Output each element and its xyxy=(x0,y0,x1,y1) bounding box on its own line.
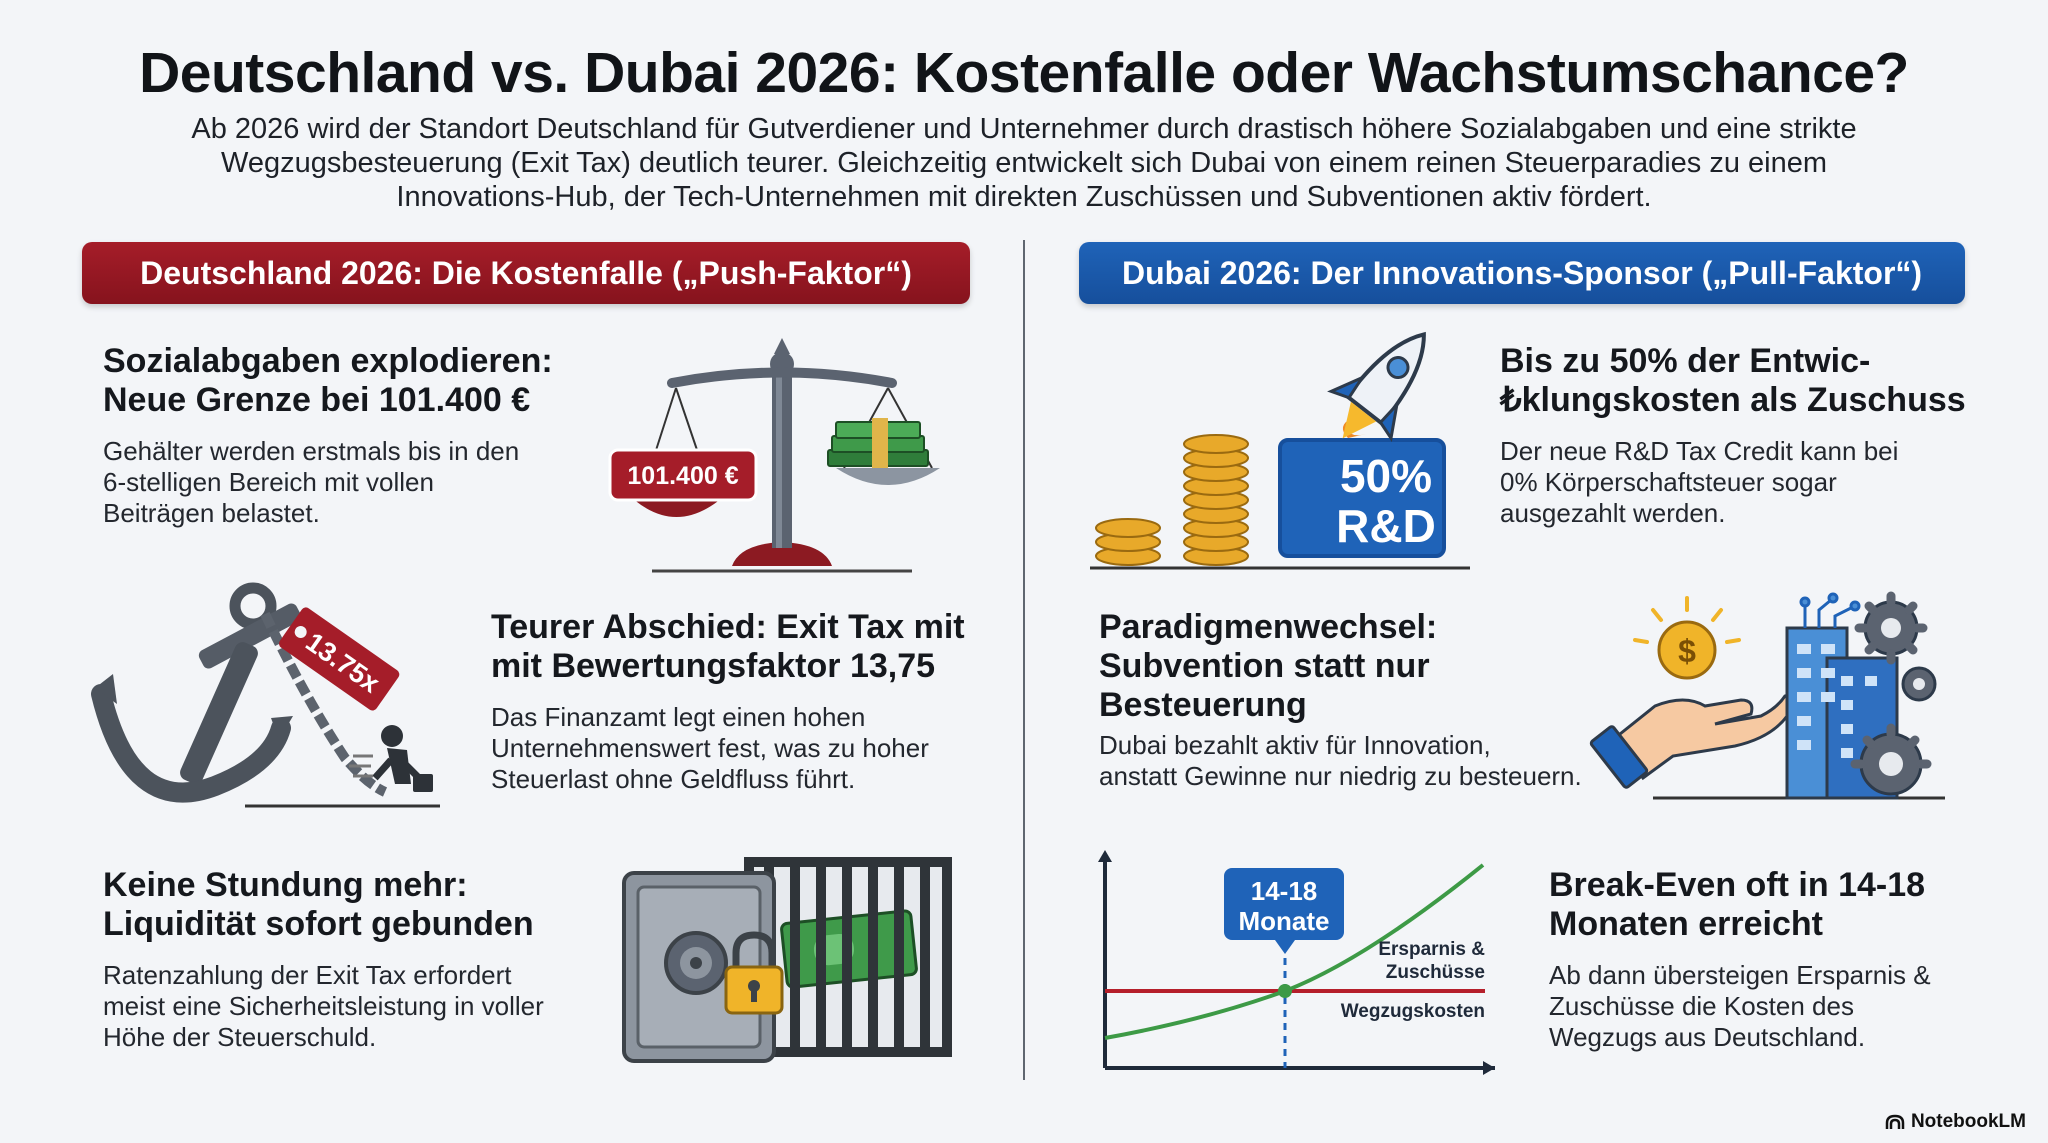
dubai-item-2-heading: Paradigmenwechsel: Subvention statt nur … xyxy=(1099,608,1437,725)
text-line: ausgezahlt werden. xyxy=(1500,498,1726,528)
scale-price-label: 101.400 € xyxy=(627,462,738,490)
germany-item-2-text: Das Finanzamt legt einen hohen Unternehm… xyxy=(491,702,929,795)
text-line: anstatt Gewinne nur niedrig zu besteuern… xyxy=(1099,761,1582,791)
brand-mark: NotebookLM xyxy=(1885,1111,2026,1133)
germany-item-3-heading: Keine Stundung mehr: Liquidität sofort g… xyxy=(103,866,534,944)
dubai-banner: Dubai 2026: Der Innovations-Sponsor („Pu… xyxy=(1079,242,1965,304)
text-line: Dubai bezahlt aktiv für Innovation, xyxy=(1099,730,1491,760)
savings-line-label: Ersparnis & xyxy=(1378,939,1485,960)
text-line: Ab dann übersteigen Ersparnis & xyxy=(1549,960,1931,990)
intro-line: Innovations-Hub, der Tech-Unternehmen mi… xyxy=(396,181,1652,213)
heading-line: mit Bewertungsfaktor 13,75 xyxy=(491,647,936,685)
column-divider xyxy=(1023,240,1025,1080)
rnd-label: R&D xyxy=(1336,500,1436,552)
rnd-percent-label: 50% xyxy=(1340,450,1432,502)
text-line: Höhe der Steuerschuld. xyxy=(103,1022,377,1052)
heading-line: Teurer Abschied: Exit Tax mit xyxy=(491,608,965,646)
text-line: Gehälter werden erstmals bis in den xyxy=(103,436,520,466)
brand-label: NotebookLM xyxy=(1910,1111,2026,1132)
heading-line: Liquidität sofort gebunden xyxy=(103,905,534,943)
safe-icon xyxy=(622,857,952,1063)
dubai-item-1-heading: Bis zu 50% der Entwic- ₺klungskosten als… xyxy=(1500,342,1966,420)
cost-line-label: Wegzugskosten xyxy=(1341,1001,1485,1022)
notebooklm-icon xyxy=(1885,1114,1905,1129)
intro-line: Wegzugsbesteuerung (Exit Tax) deutlich t… xyxy=(220,147,1828,179)
text-line: Das Finanzamt legt einen hohen xyxy=(491,702,866,732)
scale-icon: 101.400 € xyxy=(608,338,940,573)
dubai-item-1-text: Der neue R&D Tax Credit kann bei 0% Körp… xyxy=(1500,436,1898,529)
heading-line: Sozialabgaben explodieren: xyxy=(103,342,553,380)
intro-paragraph: Ab 2026 wird der Standort Deutschland fü… xyxy=(130,112,1918,214)
heading-line: Paradigmenwechsel: xyxy=(1099,608,1438,646)
savings-line-label: Zuschüsse xyxy=(1386,962,1485,983)
text-line: Unternehmenswert fest, was zu hoher xyxy=(491,733,929,763)
text-line: Steuerlast ohne Geldfluss führt. xyxy=(491,764,856,794)
heading-line: Besteuerung xyxy=(1099,686,1307,724)
text-line: Der neue R&D Tax Credit kann bei xyxy=(1500,436,1899,466)
germany-item-3-text: Ratenzahlung der Exit Tax erfordert meis… xyxy=(103,960,544,1053)
germany-item-1-text: Gehälter werden erstmals bis in den 6-st… xyxy=(103,436,519,529)
germany-banner: Deutschland 2026: Die Kostenfalle („Push… xyxy=(82,242,970,304)
dubai-item-3-text: Ab dann übersteigen Ersparnis & Zuschüss… xyxy=(1549,960,1931,1053)
heading-line: Subvention statt nur xyxy=(1099,647,1430,685)
text-line: 6-stelligen Bereich mit vollen xyxy=(103,467,434,497)
heading-line: Break-Even oft in 14-18 xyxy=(1549,866,1926,904)
germany-item-1-heading: Sozialabgaben explodieren: Neue Grenze b… xyxy=(103,342,553,420)
text-line: Beiträgen belastet. xyxy=(103,498,320,528)
dubai-item-3-heading: Break-Even oft in 14-18 Monaten erreicht xyxy=(1549,866,1925,944)
heading-line: Keine Stundung mehr: xyxy=(103,866,468,904)
text-line: Wegzugs aus Deutschland. xyxy=(1549,1022,1866,1052)
germany-item-2-heading: Teurer Abschied: Exit Tax mit mit Bewert… xyxy=(491,608,965,686)
intro-line: Ab 2026 wird der Standort Deutschland fü… xyxy=(191,113,1857,145)
anchor-icon: 13.75x xyxy=(91,582,440,808)
breakeven-callout-range: 14-18 xyxy=(1251,876,1318,906)
breakeven-callout-unit: Monate xyxy=(1239,906,1330,936)
breakeven-chart-icon: 14-18 Monate Ersparnis & Zuschüsse Wegzu… xyxy=(1098,850,1495,1075)
page-title: Deutschland vs. Dubai 2026: Kostenfalle … xyxy=(139,41,1909,105)
text-line: 0% Körperschaftsteuer sogar xyxy=(1500,467,1837,497)
rocket-icon: 50% R&D xyxy=(1090,331,1470,570)
text-line: meist eine Sicherheitsleistung in voller xyxy=(103,991,544,1021)
dubai-item-2-text: Dubai bezahlt aktiv für Innovation, anst… xyxy=(1099,730,1582,792)
hand-coin-icon: $ xyxy=(1589,591,1945,800)
text-line: Ratenzahlung der Exit Tax erfordert xyxy=(103,960,512,990)
svg-text:$: $ xyxy=(1678,633,1696,669)
heading-line: Bis zu 50% der Entwic- xyxy=(1500,342,1871,380)
text-line: Zuschüsse die Kosten des xyxy=(1549,991,1854,1021)
heading-line: ₺klungskosten als Zuschuss xyxy=(1500,381,1966,419)
heading-line: Neue Grenze bei 101.400 € xyxy=(103,381,531,419)
heading-line: Monaten erreicht xyxy=(1549,905,1823,943)
